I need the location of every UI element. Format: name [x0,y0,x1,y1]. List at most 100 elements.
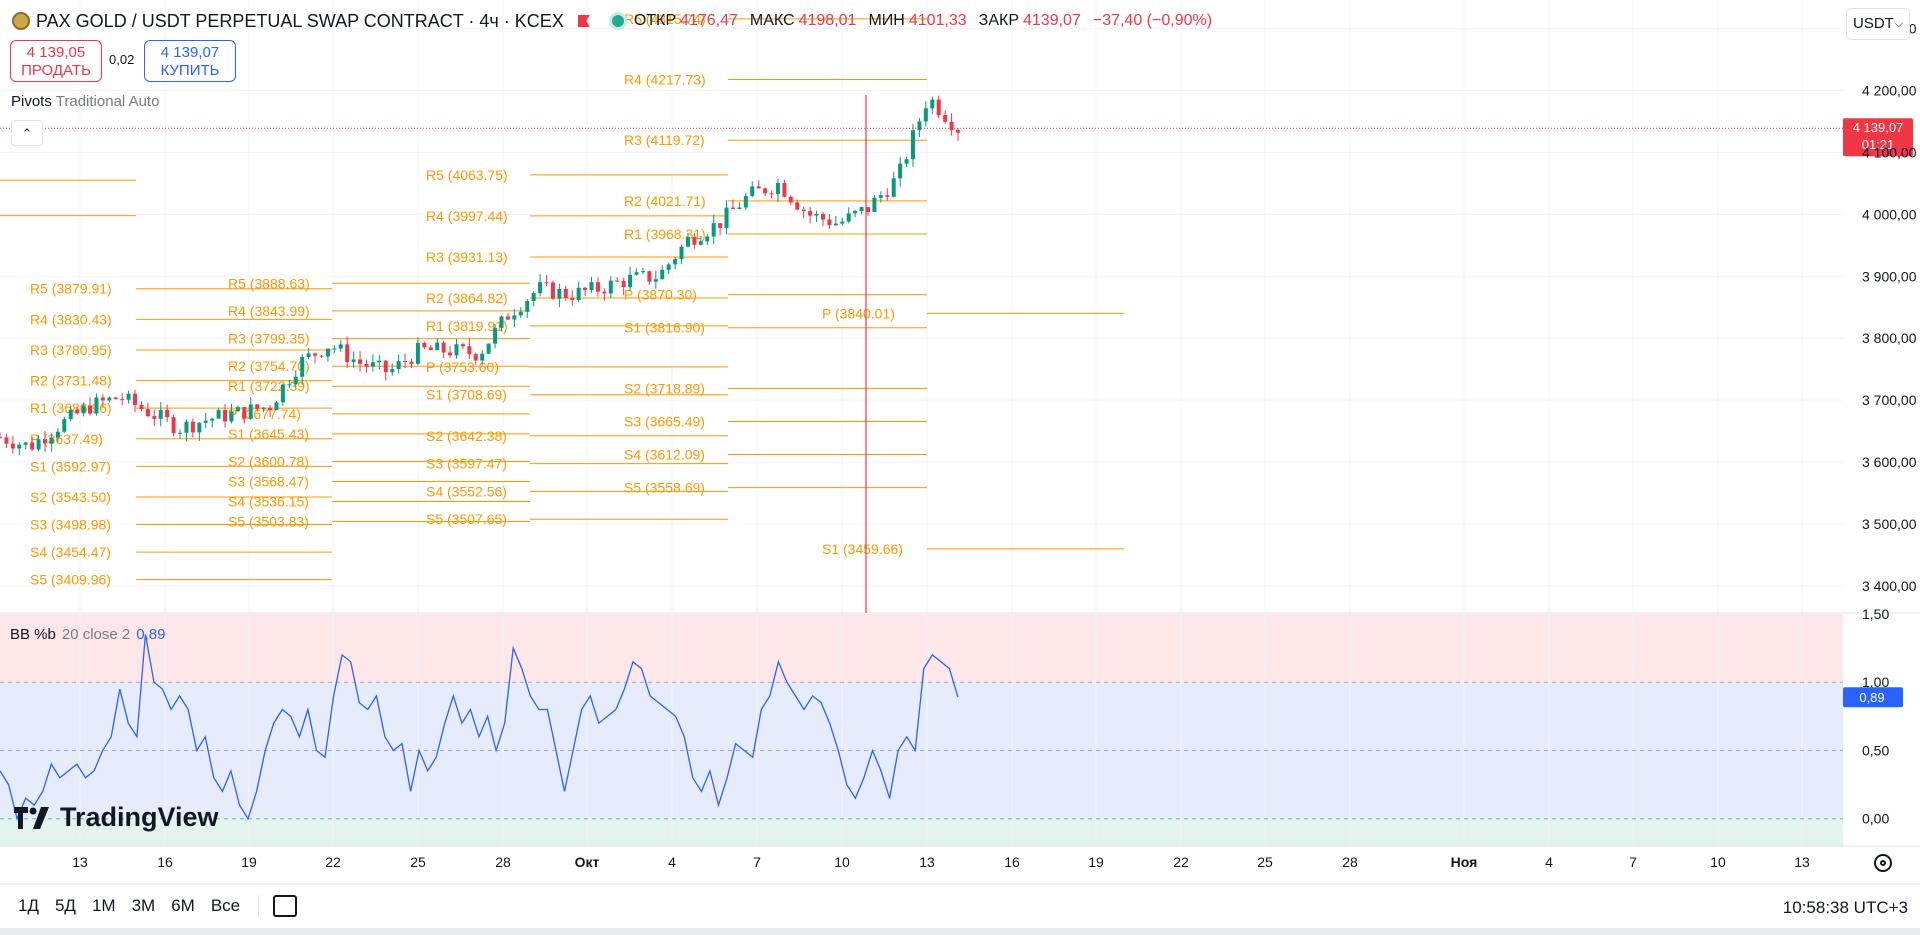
pivot-label: R5 (4063.75) [426,167,508,183]
timeframe-3m[interactable]: 3М [131,896,156,915]
pivot-label: S1 (3816.90) [624,320,705,336]
candle [936,99,941,116]
candle [679,246,684,260]
pivot-label: P (3637.49) [30,431,103,447]
candle [583,287,588,290]
pivots-indicator-label[interactable]: Pivots Traditional Auto [11,93,159,110]
candle [647,271,652,282]
pivot-label: P (3870.30) [624,287,697,303]
timeframe-6m[interactable]: 6М [171,896,195,915]
pivot-label: S1 (3592.97) [30,458,111,474]
candle [62,419,67,432]
candle [268,407,273,411]
price-tick-label: 3 800,00 [1862,330,1917,346]
currency-select[interactable]: USDT ⌵ [1846,8,1910,40]
pivot-label: S5 (3558.69) [624,480,705,496]
candle [377,360,382,363]
candle [595,282,600,292]
change-value: −37,40 (−0,90%) [1092,12,1213,29]
candle [145,409,150,417]
timeframe-1d[interactable]: 1Д [18,896,39,915]
bb-value: 0,89 [136,626,166,643]
candle [769,193,774,195]
collapse-indicators-button[interactable]: ⌃ [11,120,43,146]
time-tick-label: 13 [919,854,935,870]
countdown-label: 01:21 [1862,137,1895,152]
candle [930,99,935,109]
time-tick-label: 25 [410,854,426,870]
candle [223,409,228,422]
candle [949,121,954,131]
chevron-down-icon: ⌵ [1894,18,1903,30]
candle [550,282,555,299]
flag-icon[interactable] [577,15,590,27]
candle [422,342,427,348]
candle [763,188,768,194]
candle [576,287,581,301]
last-price-tag [1843,118,1913,157]
timeframe-5d[interactable]: 5Д [54,896,76,915]
symbol-title[interactable]: PAX GOLD / USDT PERPETUAL SWAP CONTRACT … [36,10,564,31]
spread-value: 0,02 [109,52,135,67]
pivot-label: R2 (3731.48) [30,373,112,389]
time-tick-label: 28 [1342,854,1358,870]
pivot-label: R2 (3864.82) [426,290,508,306]
candle [0,437,2,439]
candle [30,442,35,450]
clock[interactable]: 10:58:38 UTC+3 [1782,898,1908,917]
bb-indicator-label[interactable]: BB %b 20 close 2 0,89 [10,626,165,643]
candle [840,221,845,224]
pivot-label: R4 (3997.44) [426,208,508,224]
candle [55,431,60,438]
candle [692,237,697,245]
candle [49,437,54,444]
bb-oversold-zone [0,818,1843,846]
pivot-label: S1 (3708.69) [426,387,507,403]
bottom-toolbar: 1Д 5Д 1М 3М 6М Все [0,888,1920,924]
candle [743,195,748,208]
time-tick-label: 7 [1629,854,1637,870]
time-tick-label: 16 [1004,854,1020,870]
candle [885,195,890,197]
buy-price: 4 139,07 [160,44,220,61]
candle [602,291,607,294]
candle [345,344,350,363]
pivot-label: R5 (4315.74) [624,11,706,27]
candle [473,354,478,361]
candle [801,209,806,212]
candle [788,196,793,203]
chart-settings-icon[interactable] [1874,854,1892,872]
pivot-label: R3 (3799.35) [228,331,310,347]
bb-tick-label: 0,00 [1862,811,1889,827]
high-value: 4198,01 [798,12,857,29]
candle [210,418,215,421]
timeframe-all[interactable]: Все [210,896,241,915]
bb-tick-label: 1,00 [1862,674,1889,690]
timeframe-1m[interactable]: 1М [91,896,116,915]
sell-button[interactable]: 4 139,05 ПРОДАТЬ [10,40,102,82]
pivot-label: S5 (3503.83) [228,514,309,530]
candle [454,344,459,356]
time-tick-label: 10 [1710,854,1726,870]
candle [505,316,510,320]
tradingview-logo[interactable]: TradingView [14,802,219,833]
candle [891,178,896,197]
candle [846,213,851,222]
candle [409,361,414,364]
candle [544,282,549,284]
candle [120,399,125,401]
buy-button[interactable]: 4 139,07 КУПИТЬ [144,40,236,82]
time-tick-label: 19 [241,854,257,870]
candle [904,159,909,164]
candle [827,219,832,226]
pivot-label: S4 (3536.15) [228,494,309,510]
symbol-logo-icon [12,12,30,30]
sell-price: 4 139,05 [26,44,86,61]
candle [415,342,420,364]
buy-label: КУПИТЬ [160,62,220,79]
goto-date-icon[interactable] [273,895,298,917]
candle [242,407,247,419]
last-price-label: 4 139,07 [1853,120,1904,135]
time-tick-label: 4 [1545,854,1553,870]
